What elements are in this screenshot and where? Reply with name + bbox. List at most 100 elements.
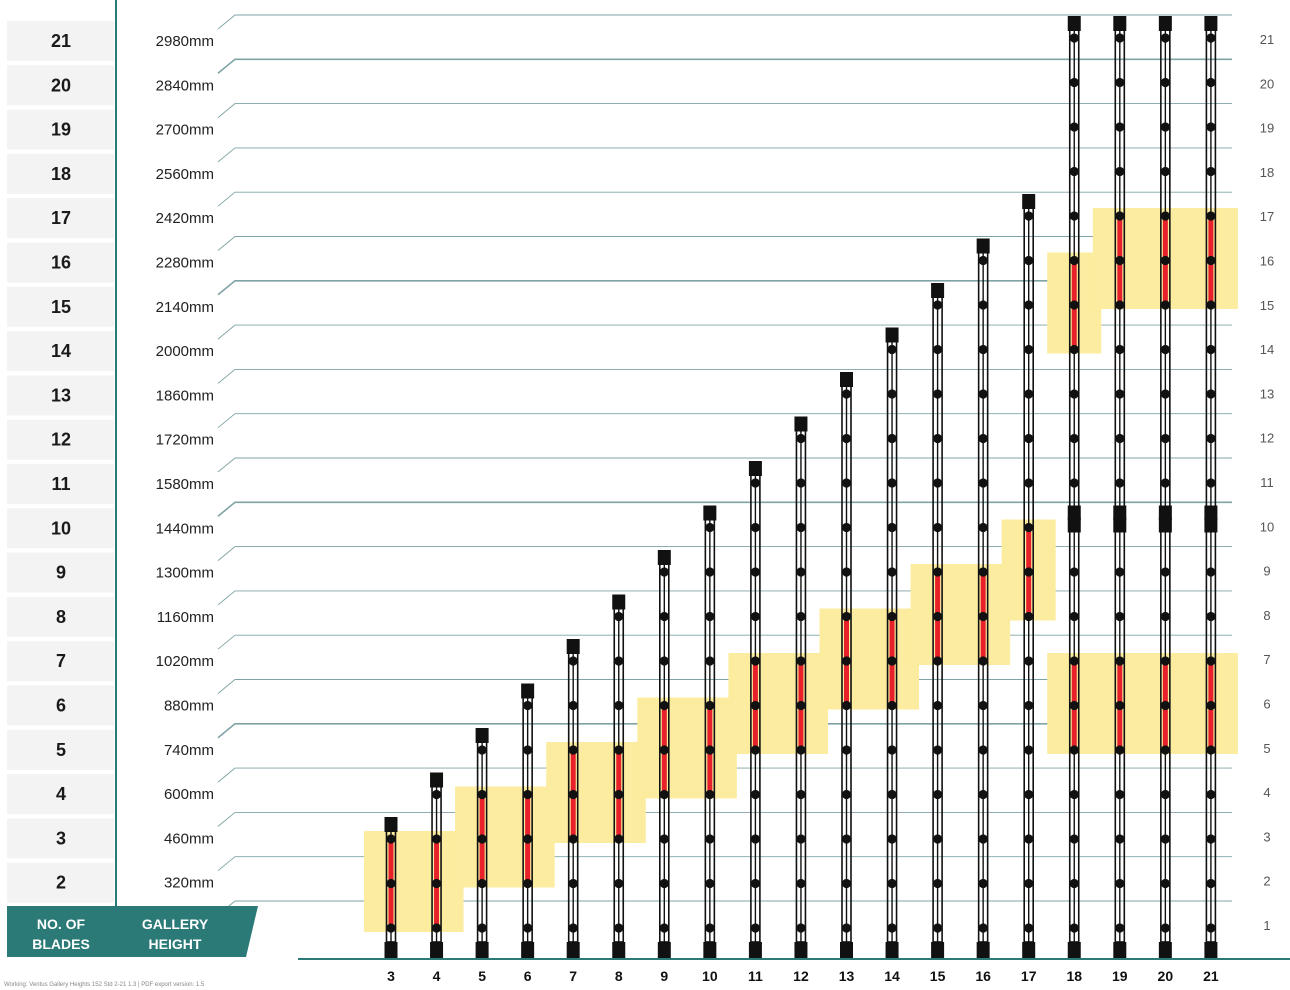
blade-pivot — [1115, 789, 1125, 800]
blade-count-label: 6 — [56, 696, 66, 716]
grid-line — [217, 723, 1232, 739]
column-blade-label: 13 — [839, 968, 855, 984]
blade-pivot — [705, 745, 715, 755]
blade-count-label: 4 — [56, 784, 66, 804]
blade-pivot — [659, 789, 669, 800]
blade-pivot — [1160, 77, 1170, 88]
blade-pivot — [1069, 344, 1079, 355]
blade-pivot — [1069, 789, 1079, 800]
top-cap — [430, 772, 444, 788]
right-blade-number: 11 — [1260, 475, 1274, 490]
left-row-table: 21 2980mm 20 2840mm 19 2700mm 18 2560mm 17 2420mm… — [7, 21, 214, 903]
blade-pivot — [841, 789, 852, 800]
blade-pivot — [1069, 300, 1079, 310]
blade-pivot — [887, 878, 897, 889]
blade-pivot — [568, 700, 578, 711]
blade-pivot — [978, 923, 988, 933]
blade-pivot — [796, 878, 806, 889]
blade-pivot — [841, 567, 852, 577]
blade-pivot — [841, 522, 852, 533]
blade-pivot — [1115, 656, 1125, 666]
blade-pivot — [614, 923, 624, 933]
column-blade-label: 19 — [1112, 968, 1128, 984]
blade-pivot — [933, 789, 943, 800]
blade-pivot — [933, 745, 943, 755]
blade-pivot — [659, 878, 669, 889]
blade-pivot — [1024, 344, 1034, 355]
blade-pivot — [1069, 567, 1079, 577]
base-block — [794, 942, 808, 958]
row-cell — [7, 21, 114, 61]
right-blade-number: 13 — [1260, 386, 1274, 401]
gallery-height-label: 2000mm — [156, 343, 214, 360]
blade-pivot — [1206, 878, 1216, 889]
blade-pivot — [841, 878, 852, 889]
grid-line — [217, 590, 1232, 606]
blade-pivot — [1206, 77, 1216, 88]
blade-pivot — [523, 745, 533, 755]
blade-pivot — [1115, 389, 1125, 399]
base-block — [931, 942, 945, 958]
blade-pivot — [796, 700, 806, 711]
blade-pivot — [933, 433, 943, 444]
blade-pivot — [750, 567, 761, 577]
blade-pivot — [933, 611, 943, 622]
top-cap — [1158, 16, 1172, 31]
blade-pivot — [978, 700, 988, 711]
blade-pivot — [887, 656, 897, 666]
blade-pivot — [1206, 255, 1216, 266]
blade-pivot — [1115, 611, 1125, 622]
column-blade-label: 21 — [1203, 968, 1219, 984]
row-cell — [7, 286, 114, 327]
blade-pivot — [796, 433, 806, 444]
row-cell — [7, 65, 114, 106]
blade-pivot — [750, 745, 761, 755]
top-cap — [1022, 194, 1036, 209]
header-height-line1: GALLERY — [142, 916, 209, 932]
base-block — [657, 942, 671, 958]
blade-pivot — [1024, 878, 1034, 889]
blade-pivot — [1069, 878, 1079, 889]
grid-line — [217, 811, 1232, 827]
blade-pivot — [750, 611, 761, 622]
blade-pivot — [1206, 166, 1216, 177]
base-block — [521, 942, 535, 958]
blade-pivot — [933, 656, 943, 666]
base-block — [885, 942, 899, 958]
blade-column — [794, 416, 808, 958]
blade-pivot — [568, 923, 578, 933]
blade-pivot — [750, 656, 761, 666]
base-block — [1067, 942, 1081, 958]
blade-pivot — [1069, 122, 1079, 132]
blade-column — [657, 550, 671, 958]
blade-pivot — [523, 700, 533, 711]
row-cell — [7, 641, 114, 682]
blade-pivot — [1115, 300, 1125, 310]
blade-pivot — [1069, 745, 1079, 755]
blade-count-label: 3 — [56, 828, 66, 848]
blade-pivot — [659, 700, 669, 711]
blade-pivot — [933, 834, 943, 844]
blade-pivot — [1115, 923, 1125, 933]
blade-pivot — [659, 567, 669, 577]
blade-pivot — [978, 522, 988, 533]
blade-pivot — [1069, 522, 1079, 533]
grid-lines — [217, 14, 1232, 916]
blade-pivot — [1069, 211, 1079, 221]
gallery-height-label: 460mm — [164, 830, 214, 847]
row-cell — [7, 596, 114, 637]
blade-pivot — [705, 700, 715, 711]
blade-pivot — [978, 300, 988, 310]
column-blade-label: 3 — [387, 968, 395, 984]
blade-pivot — [1115, 77, 1125, 88]
blade-pivot — [887, 745, 897, 755]
column-blade-label: 6 — [524, 968, 532, 984]
row-cell — [7, 508, 114, 549]
blade-pivot — [1024, 789, 1034, 800]
blade-pivot — [659, 745, 669, 755]
blade-pivot — [978, 255, 988, 266]
blade-pivot — [614, 834, 624, 844]
blade-pivot — [1206, 389, 1216, 399]
right-blade-number: 8 — [1263, 608, 1270, 623]
